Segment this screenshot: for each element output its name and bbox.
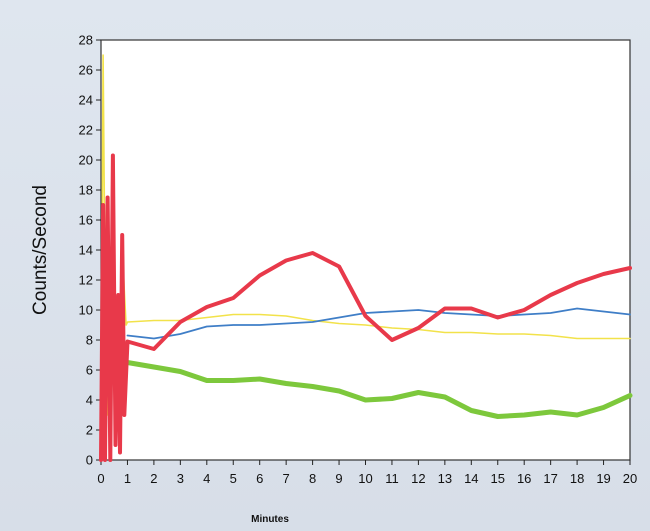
x-tick-label: 7 — [283, 471, 290, 486]
x-tick-label: 20 — [623, 471, 637, 486]
x-tick-label: 2 — [150, 471, 157, 486]
y-tick-label: 12 — [79, 273, 93, 288]
y-tick-label: 22 — [79, 123, 93, 138]
y-tick-label: 24 — [79, 93, 93, 108]
x-tick-label: 6 — [256, 471, 263, 486]
x-tick-label: 18 — [570, 471, 584, 486]
series-line-4 — [99, 153, 632, 462]
x-tick-label: 12 — [411, 471, 425, 486]
x-axis: 0 1 2 3 4 5 6 7 8 9 10 11 12 13 14 15 16 17 18 19 20 — [97, 460, 637, 486]
x-tick-label: 13 — [438, 471, 452, 486]
x-tick-label: 19 — [596, 471, 610, 486]
x-tick-label: 11 — [385, 471, 399, 486]
x-axis-title: Minutes — [251, 514, 289, 525]
x-tick-label: 9 — [335, 471, 342, 486]
y-tick-label: 2 — [86, 423, 93, 438]
series-line-2 — [126, 307, 631, 340]
x-tick-label: 8 — [309, 471, 316, 486]
y-axis-title: Counts/Second — [30, 185, 51, 315]
x-tick-label: 16 — [517, 471, 531, 486]
x-tick-label: 14 — [464, 471, 478, 486]
y-tick-label: 10 — [79, 303, 93, 318]
x-tick-label: 3 — [177, 471, 184, 486]
y-tick-label: 26 — [79, 63, 93, 78]
plot-area — [100, 39, 631, 461]
series-line-3 — [125, 360, 633, 419]
y-tick-label: 6 — [86, 363, 93, 378]
y-tick-label: 8 — [86, 333, 93, 348]
x-tick-label: 4 — [203, 471, 210, 486]
x-tick-label: 5 — [230, 471, 237, 486]
x-tick-label: 1 — [124, 471, 131, 486]
x-tick-label: 17 — [543, 471, 557, 486]
y-tick-label: 18 — [79, 183, 93, 198]
series-lines — [99, 54, 633, 462]
y-tick-label: 0 — [86, 453, 93, 468]
x-tick-label: 10 — [358, 471, 372, 486]
y-tick-label: 20 — [79, 153, 93, 168]
x-tick-label: 0 — [97, 471, 104, 486]
x-tick-label: 15 — [491, 471, 505, 486]
y-tick-label: 28 — [79, 33, 93, 48]
y-tick-label: 16 — [79, 213, 93, 228]
y-tick-label: 4 — [86, 393, 93, 408]
y-tick-label: 14 — [79, 243, 93, 258]
